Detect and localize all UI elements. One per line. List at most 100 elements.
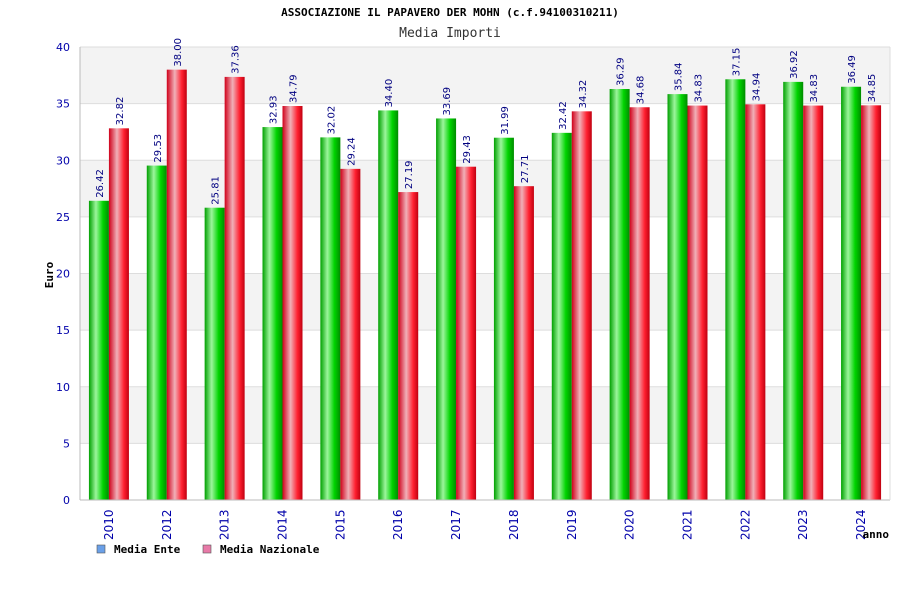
value-label: 34.85 <box>867 74 878 103</box>
value-label: 34.32 <box>578 80 589 109</box>
value-label: 32.02 <box>326 106 337 135</box>
bar-nazionale-2010 <box>108 128 129 500</box>
value-label: 36.49 <box>847 55 858 84</box>
value-label: 32.93 <box>269 95 280 124</box>
bar-nazionale-2019 <box>571 111 592 501</box>
grid-band <box>80 103 890 161</box>
x-tick-label: 2017 <box>449 509 463 540</box>
legend: Media Ente Media Nazionale <box>96 543 320 556</box>
bar-ente-2012 <box>146 165 167 500</box>
bar-ente-2017 <box>436 118 457 500</box>
x-tick-label: 2021 <box>681 509 695 540</box>
y-tick-label: 35 <box>56 98 70 111</box>
value-label: 32.42 <box>558 101 569 130</box>
value-label: 37.36 <box>231 45 242 74</box>
bar-nazionale-2023 <box>803 105 824 501</box>
bar-ente-2015 <box>320 137 341 500</box>
bar-ente-2021 <box>667 94 688 500</box>
x-tick-label: 2019 <box>565 509 579 540</box>
value-label: 25.81 <box>211 176 222 205</box>
bar-ente-2014 <box>262 127 283 500</box>
value-label: 38.00 <box>173 38 184 67</box>
bar-ente-2016 <box>378 110 399 501</box>
y-tick-label: 15 <box>56 324 70 337</box>
value-label: 27.19 <box>404 160 415 189</box>
x-tick-label: 2024 <box>854 509 868 540</box>
value-label: 29.43 <box>462 135 473 164</box>
legend-label-nazionale: Media Nazionale <box>220 543 320 556</box>
grid-band <box>80 330 890 387</box>
grid-band <box>80 443 890 500</box>
value-label: 27.71 <box>520 155 531 184</box>
grid-band <box>80 386 890 444</box>
bar-ente-2013 <box>204 207 225 500</box>
x-tick-label: 2014 <box>276 509 290 540</box>
x-tick-label: 2022 <box>738 509 752 540</box>
legend-label-ente: Media Ente <box>114 543 181 556</box>
x-tick-label: 2018 <box>507 509 521 540</box>
value-label: 34.40 <box>384 79 395 108</box>
bar-nazionale-2024 <box>861 105 882 500</box>
value-label: 35.84 <box>674 62 685 91</box>
grid-band <box>80 216 890 274</box>
bar-nazionale-2014 <box>282 106 303 501</box>
bar-nazionale-2013 <box>224 76 245 500</box>
value-label: 34.83 <box>694 74 705 103</box>
y-tick-label: 40 <box>56 41 70 54</box>
bar-nazionale-2020 <box>629 107 650 501</box>
y-tick-label: 5 <box>63 437 70 450</box>
value-label: 36.92 <box>789 50 800 79</box>
y-tick-labels: 0 5 10 15 20 25 30 35 40 <box>56 41 70 507</box>
value-label: 34.79 <box>289 74 300 103</box>
x-tick-label: 2012 <box>160 509 174 540</box>
x-tick-label: 2023 <box>796 509 810 540</box>
value-labels: 26.42 32.82 29.53 38.00 25.81 37.36 32.93 34.79… <box>95 38 878 205</box>
legend-swatch-ente <box>96 544 106 554</box>
x-tick-label: 2010 <box>102 509 116 540</box>
y-axis-label: Euro <box>43 261 56 288</box>
bar-nazionale-2016 <box>398 192 419 501</box>
chart-subtitle: Media Importi <box>399 26 501 41</box>
bar-ente-2024 <box>841 86 862 501</box>
grid-band <box>80 47 890 104</box>
bar-ente-2018 <box>493 137 514 500</box>
x-tick-labels: 2010 2012 2013 2014 2015 2016 2017 2018 2019 2020… <box>102 509 868 540</box>
bar-nazionale-2015 <box>340 168 361 500</box>
bar-nazionale-2021 <box>687 105 708 501</box>
value-label: 32.82 <box>115 97 126 126</box>
value-label: 34.83 <box>809 74 820 103</box>
bars-group <box>88 69 882 501</box>
bar-nazionale-2012 <box>166 69 187 501</box>
value-label: 29.24 <box>346 137 357 166</box>
bar-ente-2019 <box>551 132 572 500</box>
grid-band <box>80 273 890 331</box>
y-tick-label: 25 <box>56 211 70 224</box>
value-label: 29.53 <box>153 134 164 163</box>
y-tick-label: 20 <box>56 268 70 281</box>
y-tick-label: 10 <box>56 381 70 394</box>
value-label: 34.94 <box>751 73 762 102</box>
grid-band <box>80 160 890 217</box>
value-label: 37.15 <box>731 48 742 77</box>
value-label: 36.29 <box>616 57 627 86</box>
value-label: 26.42 <box>95 169 106 198</box>
y-tick-label: 30 <box>56 154 70 167</box>
bar-ente-2022 <box>725 79 746 501</box>
bar-nazionale-2018 <box>513 186 534 500</box>
x-tick-label: 2015 <box>333 509 347 540</box>
legend-swatch-nazionale <box>202 544 212 554</box>
x-axis-label: anno <box>863 528 890 541</box>
bar-ente-2020 <box>609 89 630 500</box>
bar-nazionale-2022 <box>745 104 766 500</box>
x-tick-label: 2013 <box>218 509 232 540</box>
bar-ente-2023 <box>783 81 804 501</box>
chart-title: ASSOCIAZIONE IL PAPAVERO DER MOHN (c.f.9… <box>281 6 619 19</box>
value-label: 34.68 <box>636 76 647 105</box>
bar-nazionale-2017 <box>456 166 477 500</box>
value-label: 31.99 <box>500 106 511 135</box>
bar-ente-2010 <box>88 200 109 500</box>
x-tick-label: 2020 <box>623 509 637 540</box>
y-tick-label: 0 <box>63 494 70 507</box>
